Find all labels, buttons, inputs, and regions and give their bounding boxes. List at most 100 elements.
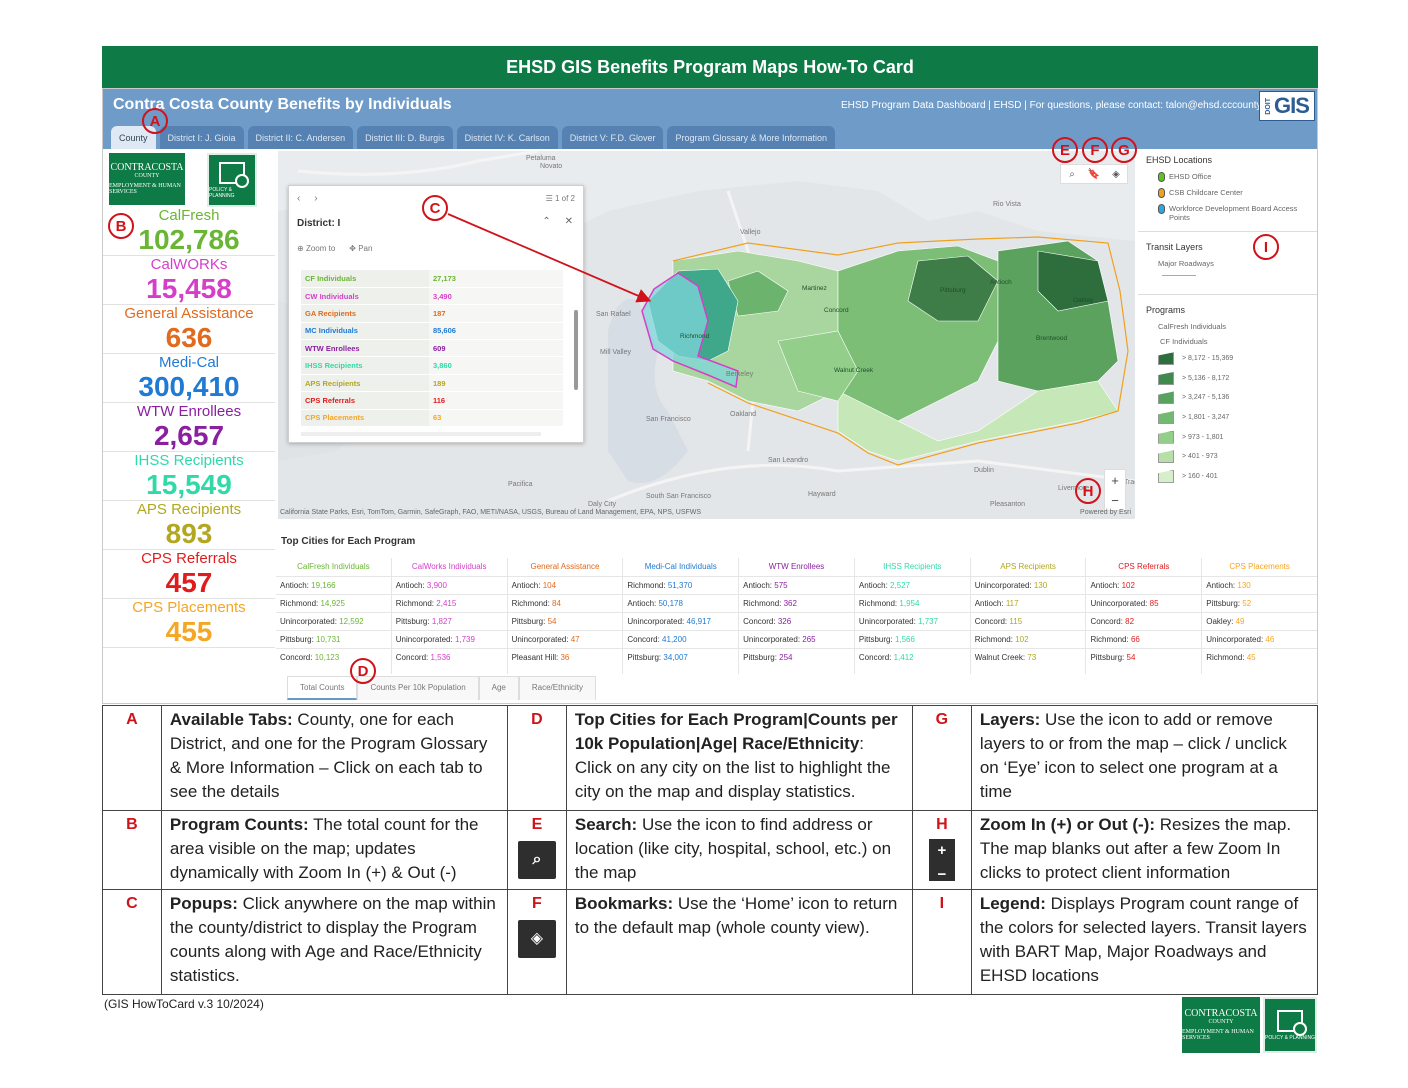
city-row[interactable]: Antioch: 575 xyxy=(739,576,854,594)
pan-button[interactable]: ✥ Pan xyxy=(349,244,372,253)
zoom-control-icon: + − xyxy=(928,838,955,883)
city-row[interactable]: Richmond: 66 xyxy=(1086,630,1202,648)
ehsd-location-label: Workforce Development Board Access Point… xyxy=(1169,204,1298,222)
close-icon[interactable]: ✕ xyxy=(564,216,573,227)
city-row[interactable]: Richmond: 51,370 xyxy=(623,576,739,594)
programs-field: CF Individuals xyxy=(1138,334,1317,349)
city-row[interactable]: Concord: 10,123 xyxy=(276,648,391,666)
city-row[interactable]: Antioch: 2,527 xyxy=(854,576,970,594)
place-label: Dublin xyxy=(974,467,994,474)
zoom-out-button[interactable]: − xyxy=(1111,492,1119,508)
city-row[interactable]: Unincorporated: 46 xyxy=(1202,630,1317,648)
ehsd-location-item: Workforce Development Board Access Point… xyxy=(1138,201,1317,225)
help-letter-cell: G xyxy=(911,705,972,811)
dashboard-title: Contra Costa County Benefits by Individu… xyxy=(113,96,452,113)
city-row[interactable]: Antioch: 19,166 xyxy=(276,576,391,594)
popup-next-button[interactable]: › xyxy=(314,193,318,204)
bottom-tab-2[interactable]: Age xyxy=(478,676,519,700)
ramp-item: > 1,801 - 3,247 xyxy=(1138,408,1317,428)
tab-1[interactable]: District I: J. Gioia xyxy=(159,126,244,149)
bottom-tab-0[interactable]: Total Counts xyxy=(287,676,358,700)
popup-scrollbar[interactable] xyxy=(574,310,578,390)
city-row[interactable]: Unincorporated: 130 xyxy=(970,576,1086,594)
city-row[interactable]: Walnut Creek: 73 xyxy=(970,648,1086,666)
city-value: 54 xyxy=(1126,653,1136,662)
city-value: 1,737 xyxy=(918,617,939,626)
help-letter: B xyxy=(126,815,138,833)
city-row[interactable]: Pleasant Hill: 36 xyxy=(507,648,623,666)
city-row[interactable]: Richmond: 14,925 xyxy=(276,594,391,612)
stat-label: WTW Enrollees xyxy=(136,403,242,420)
city-row[interactable]: Antioch: 50,178 xyxy=(623,594,739,612)
city-row[interactable]: Unincorporated: 1,737 xyxy=(854,612,970,630)
city-row[interactable]: Richmond: 2,415 xyxy=(391,594,507,612)
city-row[interactable]: Concord: 115 xyxy=(970,612,1086,630)
city-row[interactable]: Unincorporated: 47 xyxy=(507,630,623,648)
collapse-icon[interactable]: ⌃ xyxy=(542,216,551,227)
tab-3[interactable]: District III: D. Burgis xyxy=(357,126,453,149)
city-row[interactable]: Pittsburg: 52 xyxy=(1202,594,1317,612)
city-row[interactable]: Pittsburg: 254 xyxy=(739,648,854,666)
tab-0[interactable]: County xyxy=(111,126,156,149)
city-row[interactable]: Antioch: 102 xyxy=(1086,576,1202,594)
callout-d: D xyxy=(350,658,376,684)
doit-text: DOIT xyxy=(1265,97,1273,115)
city-row[interactable]: Concord: 326 xyxy=(739,612,854,630)
bookmark-icon[interactable]: 🔖 xyxy=(1087,168,1101,180)
city-row[interactable]: Unincorporated: 46,917 xyxy=(623,612,739,630)
city-row[interactable]: Antioch: 117 xyxy=(970,594,1086,612)
zoom-in-button[interactable]: + xyxy=(1111,472,1119,488)
layers-icon[interactable]: ◈ xyxy=(1112,168,1120,180)
city-row[interactable]: Richmond: 102 xyxy=(970,630,1086,648)
search-icon[interactable]: ⌕ xyxy=(1069,168,1075,180)
tab-6[interactable]: Program Glossary & More Information xyxy=(667,126,836,149)
city-row[interactable]: Unincorporated: 1,739 xyxy=(391,630,507,648)
city-row[interactable]: Antioch: 3,900 xyxy=(391,576,507,594)
city-row[interactable]: Richmond: 84 xyxy=(507,594,623,612)
popup-nav[interactable]: ‹ › xyxy=(297,193,318,204)
city-row[interactable]: Pittsburg: 54 xyxy=(1086,648,1202,666)
city-row[interactable]: Richmond: 1,954 xyxy=(854,594,970,612)
city-row[interactable]: Antioch: 104 xyxy=(507,576,623,594)
popup-feature-count[interactable]: ☰ 1 of 2 xyxy=(546,194,575,203)
popup-prev-button[interactable]: ‹ xyxy=(297,193,301,204)
zoom-to-button[interactable]: ⊕ Zoom to xyxy=(297,244,335,253)
city-row[interactable]: Unincorporated: 265 xyxy=(739,630,854,648)
place-label: Livermore xyxy=(1058,485,1090,492)
city-row[interactable]: Unincorporated: 12,592 xyxy=(276,612,391,630)
city-row[interactable]: Pittsburg: 1,827 xyxy=(391,612,507,630)
map-view[interactable]: Petaluma Novato Vallejo Rio Vista San Rafael… xyxy=(278,151,1135,519)
dashboard-info: EHSD Program Data Dashboard | EHSD | For… xyxy=(841,100,1275,111)
bottom-tab-3[interactable]: Race/Ethnicity xyxy=(518,676,597,700)
city-row[interactable]: Antioch: 130 xyxy=(1202,576,1317,594)
city-row[interactable]: Pittsburg: 54 xyxy=(507,612,623,630)
city-row[interactable]: Richmond: 45 xyxy=(1202,648,1317,666)
city-row[interactable]: Pittsburg: 1,566 xyxy=(854,630,970,648)
city-row[interactable]: Concord: 82 xyxy=(1086,612,1202,630)
stat-value: 15,458 xyxy=(146,273,232,304)
city-name: Concord: xyxy=(627,635,660,644)
tab-5[interactable]: District V: F.D. Glover xyxy=(561,126,664,149)
map-popup[interactable]: ‹ › ☰ 1 of 2 District: I ⌃ ✕ ⊕ Zoom to ✥… xyxy=(288,185,584,443)
help-letter: C xyxy=(126,895,138,913)
city-value: 1,954 xyxy=(899,599,920,608)
city-row[interactable]: Concord: 1,412 xyxy=(854,648,970,666)
city-row[interactable]: Concord: 41,200 xyxy=(623,630,739,648)
city-value: 265 xyxy=(802,635,816,644)
city-row[interactable]: Pittsburg: 34,007 xyxy=(623,648,739,666)
city-row[interactable]: Unincorporated: 85 xyxy=(1086,594,1202,612)
city-row[interactable]: Oakley: 49 xyxy=(1202,612,1317,630)
pan-icon: ✥ xyxy=(349,244,356,253)
city-row[interactable]: Concord: 1,536 xyxy=(391,648,507,666)
city-row[interactable]: Pittsburg: 10,731 xyxy=(276,630,391,648)
tab-4[interactable]: District IV: K. Carlson xyxy=(456,126,558,149)
popup-controls[interactable]: ⌃ ✕ xyxy=(542,216,573,227)
city-row[interactable]: Richmond: 362 xyxy=(739,594,854,612)
place-label: San Rafael xyxy=(596,311,631,318)
stat-4: WTW Enrollees 2,657 xyxy=(103,403,275,452)
top-cities-column: CalWorks Individuals Antioch: 3,900 Richmo… xyxy=(391,558,508,674)
popup-row: CF Individuals 27,173 xyxy=(301,270,563,288)
bottom-tab-1[interactable]: Counts Per 10k Population xyxy=(357,676,479,700)
ramp-swatch xyxy=(1158,411,1174,425)
tab-2[interactable]: District II: C. Andersen xyxy=(247,126,354,149)
